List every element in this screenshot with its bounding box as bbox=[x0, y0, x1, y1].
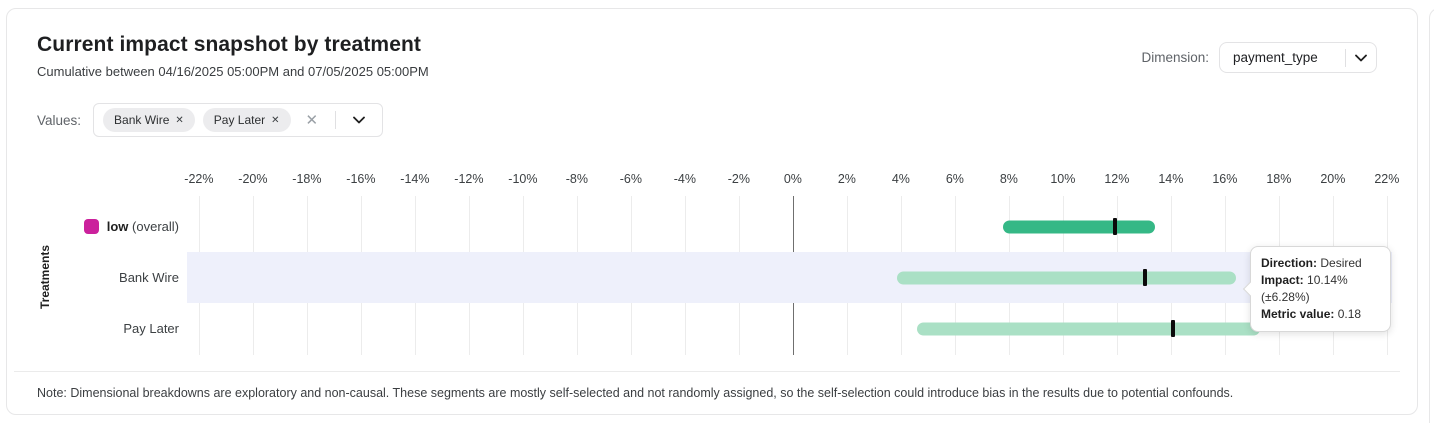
axis-tick-label: 6% bbox=[945, 172, 964, 186]
axis-tick-label: 14% bbox=[1158, 172, 1184, 186]
axis-tick-label: 22% bbox=[1374, 172, 1400, 186]
row-label-text: low (overall) bbox=[106, 219, 179, 234]
row-label: Pay Later bbox=[7, 303, 182, 354]
chip-remove-icon[interactable]: ✕ bbox=[271, 114, 280, 126]
axis-tick-label: -20% bbox=[238, 172, 268, 186]
values-filter: Values: Bank Wire ✕ Pay Later ✕ ✕ bbox=[37, 103, 384, 137]
axis-tick-label: -8% bbox=[565, 172, 588, 186]
dimension-label: Dimension: bbox=[1141, 50, 1209, 65]
impact-marker bbox=[1113, 218, 1118, 235]
row-band-pay-later bbox=[187, 303, 1392, 354]
note-divider bbox=[14, 371, 1400, 372]
row-labels: low (overall) Bank Wire Pay Later bbox=[7, 201, 182, 354]
axis-tick-label: 4% bbox=[891, 172, 910, 186]
axis-tick-label: 2% bbox=[837, 172, 856, 186]
plot-rows bbox=[187, 201, 1392, 354]
values-multiselect[interactable]: Bank Wire ✕ Pay Later ✕ ✕ bbox=[93, 103, 384, 137]
tooltip-metric-line: Metric value: 0.18 bbox=[1261, 307, 1362, 321]
adjacent-panel-edge bbox=[1429, 8, 1434, 423]
page-title: Current impact snapshot by treatment bbox=[37, 33, 421, 56]
tooltip: Direction: Desired Impact: 10.14% (±6.28… bbox=[1242, 246, 1391, 332]
values-label: Values: bbox=[37, 112, 82, 128]
clear-all-icon[interactable]: ✕ bbox=[305, 112, 319, 129]
tooltip-direction-line: Direction: Desired bbox=[1261, 256, 1362, 270]
legend-swatch bbox=[83, 219, 99, 234]
date-range-subtitle: Cumulative between 04/16/2025 05:00PM an… bbox=[37, 64, 429, 79]
row-label: Bank Wire bbox=[7, 252, 182, 303]
tooltip-impact-line: Impact: 10.14% (±6.28%) bbox=[1261, 273, 1348, 304]
select-divider bbox=[335, 111, 337, 129]
axis-tick-label: 10% bbox=[1050, 172, 1076, 186]
chevron-down-icon[interactable] bbox=[1346, 54, 1376, 62]
axis-tick-label: 12% bbox=[1104, 172, 1130, 186]
axis-tick-label: -16% bbox=[346, 172, 376, 186]
row-label-text: Bank Wire bbox=[119, 270, 179, 285]
axis-tick-label: 18% bbox=[1266, 172, 1292, 186]
axis-tick-label: -22% bbox=[184, 172, 214, 186]
axis-tick-label: 16% bbox=[1212, 172, 1238, 186]
chip-label: Bank Wire bbox=[114, 113, 170, 127]
confidence-interval-bar[interactable] bbox=[917, 320, 1260, 337]
value-chip-pay-later[interactable]: Pay Later ✕ bbox=[202, 108, 291, 132]
chevron-down-icon[interactable] bbox=[344, 116, 374, 124]
axis-tick-label: 8% bbox=[999, 172, 1018, 186]
axis-tick-label: -6% bbox=[619, 172, 642, 186]
dimension-selected-value: payment_type bbox=[1233, 50, 1318, 65]
axis-tick-label: 20% bbox=[1320, 172, 1346, 186]
impact-snapshot-card: Current impact snapshot by treatment Cum… bbox=[6, 8, 1418, 415]
value-chip-bank-wire[interactable]: Bank Wire ✕ bbox=[103, 108, 195, 132]
axis-tick-label: 0% bbox=[783, 172, 802, 186]
row-band-bank-wire bbox=[187, 252, 1392, 303]
confidence-interval-bar[interactable] bbox=[897, 269, 1237, 286]
chip-label: Pay Later bbox=[213, 113, 266, 127]
impact-marker bbox=[1171, 320, 1176, 337]
axis-tick-label: -18% bbox=[292, 172, 322, 186]
chip-remove-icon[interactable]: ✕ bbox=[175, 114, 184, 126]
plot-area bbox=[187, 196, 1392, 355]
select-divider bbox=[1345, 48, 1346, 67]
row-band-low bbox=[187, 201, 1392, 252]
footnote: Note: Dimensional breakdowns are explora… bbox=[37, 386, 1234, 400]
confidence-interval-bar[interactable] bbox=[1003, 218, 1155, 235]
axis-tick-label: -10% bbox=[508, 172, 538, 186]
row-label-text: Pay Later bbox=[123, 321, 179, 336]
row-label: low (overall) bbox=[7, 201, 182, 252]
axis-tick-label: -12% bbox=[454, 172, 484, 186]
axis-tick-label: -14% bbox=[400, 172, 430, 186]
axis-tick-label: -2% bbox=[727, 172, 750, 186]
dimension-select[interactable]: payment_type bbox=[1219, 42, 1377, 73]
dimension-control: Dimension: payment_type bbox=[1141, 42, 1377, 73]
impact-marker bbox=[1142, 269, 1147, 286]
x-axis-labels: -22% -20% -18% -16% -14% -12% -10% -8% -6% -4% -2%… bbox=[7, 172, 1434, 188]
axis-tick-label: -4% bbox=[673, 172, 696, 186]
